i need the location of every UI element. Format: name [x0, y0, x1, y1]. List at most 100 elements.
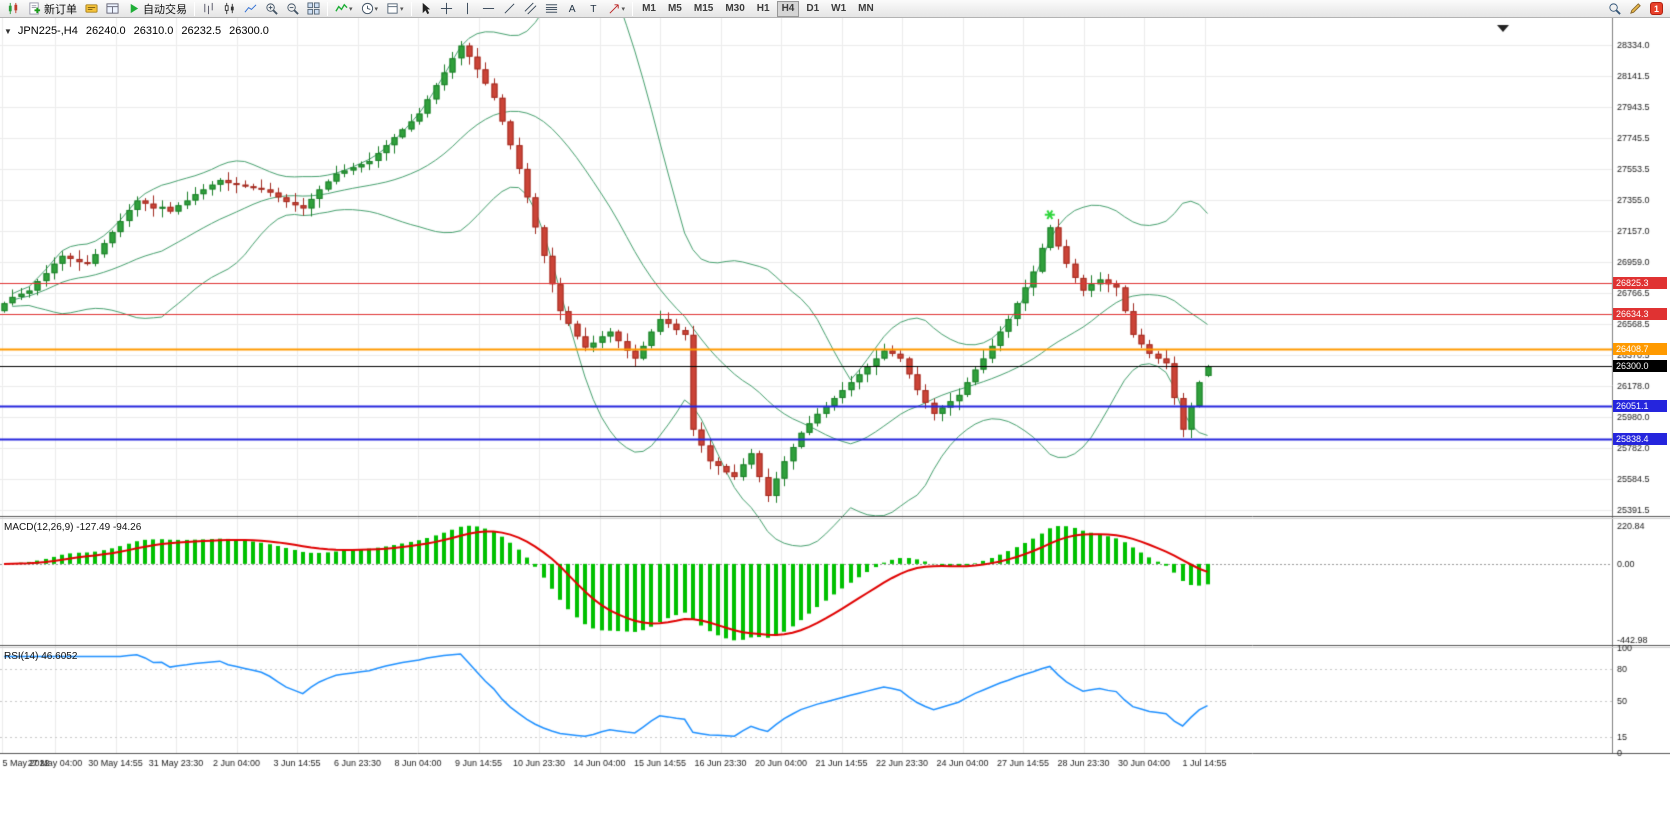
tf-d1-button[interactable]: D1 — [801, 1, 824, 17]
svg-text:A: A — [568, 4, 575, 15]
indicators-button[interactable]: ▾ — [332, 1, 356, 17]
tf-h1-button-label: H1 — [756, 3, 770, 14]
svg-text:T: T — [590, 4, 596, 15]
tf-m5-button[interactable]: M5 — [663, 1, 687, 17]
new-order-icon — [28, 2, 41, 15]
new-chart-button[interactable] — [4, 1, 23, 17]
toolbar-separator — [632, 1, 634, 16]
template-icon — [386, 2, 399, 15]
periods-button[interactable]: ▾ — [358, 1, 382, 17]
chart-close-value: 26300.0 — [229, 25, 269, 37]
chart-symbol-period: JPN225-,H4 — [17, 25, 78, 37]
bar-chart-icon — [202, 2, 215, 15]
price-line-tag: 25838.4 — [1613, 433, 1667, 445]
toolbar-left-groups: 新订单 自动交易 ▾ ▾ ▾ A T ▾ M1 M5 M15 M30 H1 H4 D1 W1 MN — [3, 0, 880, 17]
candlestick-icon — [223, 2, 236, 15]
quick-edit-button[interactable] — [1626, 1, 1645, 17]
bar-chart-button[interactable] — [199, 1, 218, 17]
zoom-out-button[interactable] — [283, 1, 302, 17]
tf-d1-button-label: D1 — [806, 3, 820, 14]
autotrading-icon — [127, 2, 140, 15]
toolbar-separator — [327, 1, 328, 16]
tf-m30-button[interactable]: M30 — [720, 1, 749, 17]
fibonacci-icon — [545, 2, 558, 15]
text-icon: A — [566, 2, 579, 15]
tf-mn-button[interactable]: MN — [853, 1, 879, 17]
quotes-icon — [85, 2, 98, 15]
autotrading-button[interactable]: 自动交易 — [124, 1, 190, 17]
candle-chart-icon — [7, 2, 20, 15]
cursor-icon — [419, 2, 432, 15]
chart-high-value: 26310.0 — [133, 25, 174, 37]
main-toolbar: 新订单 自动交易 ▾ ▾ ▾ A T ▾ M1 M5 M15 M30 H1 H4 D1 W1 MN 1 — [0, 0, 1670, 18]
tile-windows-button[interactable] — [304, 1, 323, 17]
candlestick-button[interactable] — [220, 1, 239, 17]
tf-h4-button-label: H4 — [781, 3, 795, 14]
chart-open-value: 26240.0 — [85, 25, 126, 37]
price-scale[interactable] — [1613, 18, 1670, 771]
crosshair-button[interactable] — [437, 1, 456, 17]
templates-button[interactable]: ▾ — [383, 1, 407, 17]
clock-icon — [361, 2, 374, 15]
pane-separator-macd[interactable] — [0, 513, 1670, 521]
channel-icon — [524, 2, 537, 15]
trendline-button[interactable] — [500, 1, 519, 17]
tf-mn-button-label: MN — [858, 3, 874, 14]
channel-button[interactable] — [521, 1, 540, 17]
zoom-in-icon — [265, 2, 278, 15]
toolbar-right-group: 1 — [1604, 0, 1667, 17]
new-order-button-label: 新订单 — [44, 3, 77, 16]
horizontal-line-button[interactable] — [479, 1, 498, 17]
new-order-button[interactable]: 新订单 — [25, 1, 80, 17]
macd-indicator-label: MACD(12,26,9) -127.49 -94.26 — [4, 522, 142, 533]
crosshair-icon — [440, 2, 453, 15]
tf-h1-button[interactable]: H1 — [752, 1, 775, 17]
chart-low-value: 26232.5 — [181, 25, 222, 37]
tf-m5-button-label: M5 — [667, 3, 682, 14]
price-chart-canvas[interactable] — [0, 18, 1670, 826]
chevron-down-icon: ▾ — [374, 5, 379, 13]
text-button[interactable]: A — [563, 1, 582, 17]
vertical-line-icon — [461, 2, 474, 15]
trendline-icon — [503, 2, 516, 15]
quotes-button[interactable] — [82, 1, 101, 17]
tf-m30-button-label: M30 — [725, 3, 745, 14]
tf-m1-button[interactable]: M1 — [637, 1, 661, 17]
line-chart-button[interactable] — [241, 1, 260, 17]
arrows-button[interactable]: ▾ — [605, 1, 629, 17]
zoom-in-button[interactable] — [262, 1, 281, 17]
toolbar-separator — [410, 1, 412, 16]
pane-separator-rsi[interactable] — [0, 642, 1670, 650]
zoom-out-icon — [286, 2, 299, 15]
label-button[interactable]: T — [584, 1, 603, 17]
price-line-tag: 26634.3 — [1613, 308, 1667, 320]
horizontal-line-icon — [482, 2, 495, 15]
notifications-badge[interactable]: 1 — [1650, 2, 1663, 15]
tf-w1-button-label: W1 — [831, 3, 847, 14]
price-line-tag: 26051.1 — [1613, 400, 1667, 412]
price-line-tag: 26408.7 — [1613, 343, 1667, 355]
magnifier-icon — [1608, 2, 1621, 15]
chevron-down-icon: ▾ — [400, 5, 404, 13]
data-window-icon — [106, 2, 119, 15]
tf-m15-button-label: M15 — [693, 3, 714, 14]
indicators-icon — [335, 2, 348, 15]
current-price-tag: 26300.0 — [1613, 360, 1667, 372]
tf-h4-button[interactable]: H4 — [776, 0, 800, 17]
cursor-button[interactable] — [416, 1, 435, 17]
one-click-trading-toggle[interactable]: ▼ — [4, 26, 12, 36]
tf-m15-button[interactable]: M15 — [689, 1, 718, 17]
vertical-line-button[interactable] — [458, 1, 477, 17]
search-button[interactable] — [1605, 1, 1624, 17]
fibonacci-button[interactable] — [542, 1, 561, 17]
time-scale[interactable] — [0, 771, 1670, 797]
data-window-button[interactable] — [103, 1, 122, 17]
toolbar-separator — [194, 1, 195, 16]
rsi-indicator-label: RSI(14) 46.6052 — [4, 651, 78, 662]
line-chart-icon — [244, 2, 257, 15]
tf-w1-button[interactable]: W1 — [826, 1, 851, 17]
price-line-tag: 26825.3 — [1613, 277, 1667, 289]
tf-m1-button-label: M1 — [642, 3, 656, 14]
chart-window: ▼ JPN225-,H4 26240.0 26310.0 26232.5 263… — [0, 18, 1670, 826]
